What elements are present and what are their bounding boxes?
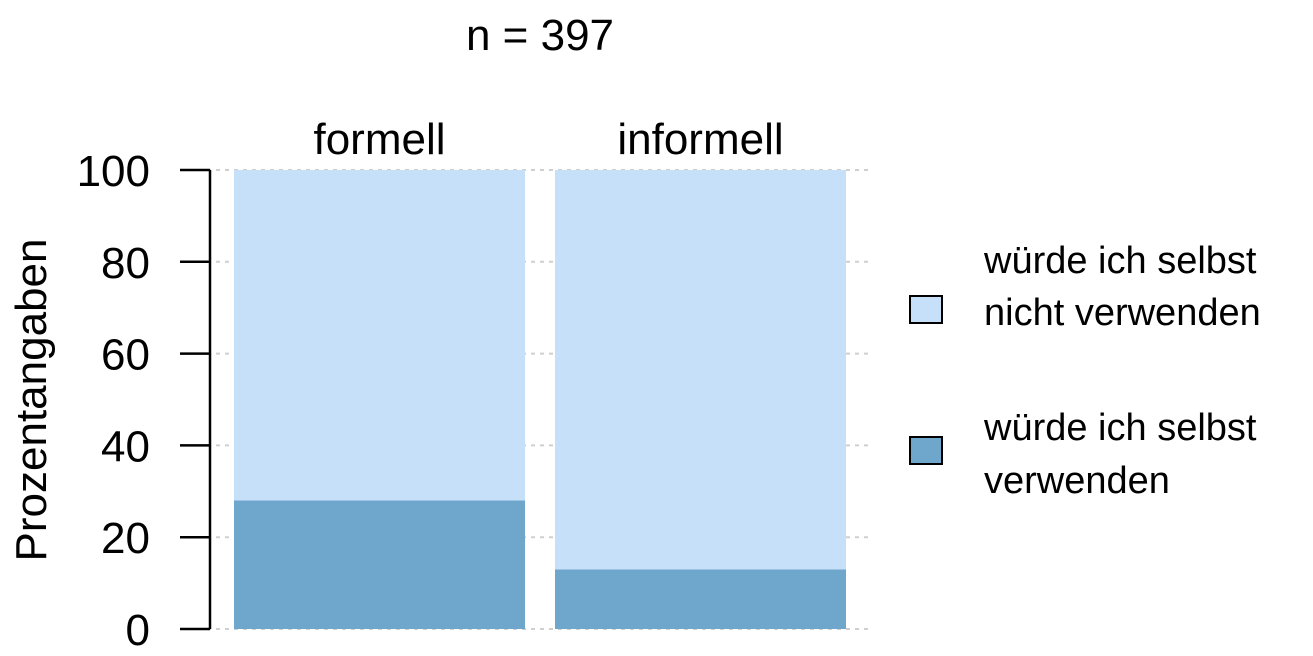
bar-informell-series-0	[555, 569, 846, 629]
y-axis: 0 20 40 60 80 100	[77, 147, 212, 655]
bar-formell-series-1	[234, 170, 525, 501]
category-label-informell: informell	[617, 115, 783, 164]
legend: würde ich selbst nicht verwenden würde ich…	[909, 240, 1261, 502]
legend-label-0-line-1: nicht verwenden	[984, 292, 1261, 334]
chart-title: n = 397	[466, 11, 614, 60]
category-label-formell: formell	[313, 115, 445, 164]
legend-swatch-1	[909, 436, 943, 465]
y-tick-label-40: 40	[101, 422, 150, 471]
y-tick-label-20: 20	[101, 514, 150, 563]
legend-label-0-line-0: würde ich selbst	[983, 240, 1257, 282]
y-axis-label: Prozentangaben	[7, 239, 56, 562]
bar-informell-series-1	[555, 170, 846, 570]
y-tick-label-100: 100	[77, 147, 150, 196]
y-tick-label-0: 0	[126, 606, 150, 655]
legend-label-1-line-0: würde ich selbst	[983, 407, 1257, 449]
y-tick-label-60: 60	[101, 331, 150, 380]
legend-swatch-0	[909, 295, 943, 324]
bar-formell-series-0	[234, 500, 525, 629]
category-labels: formell informell	[313, 115, 783, 164]
bars	[234, 170, 846, 629]
y-tick-label-80: 80	[101, 239, 150, 288]
legend-label-1-line-1: verwenden	[984, 460, 1170, 502]
